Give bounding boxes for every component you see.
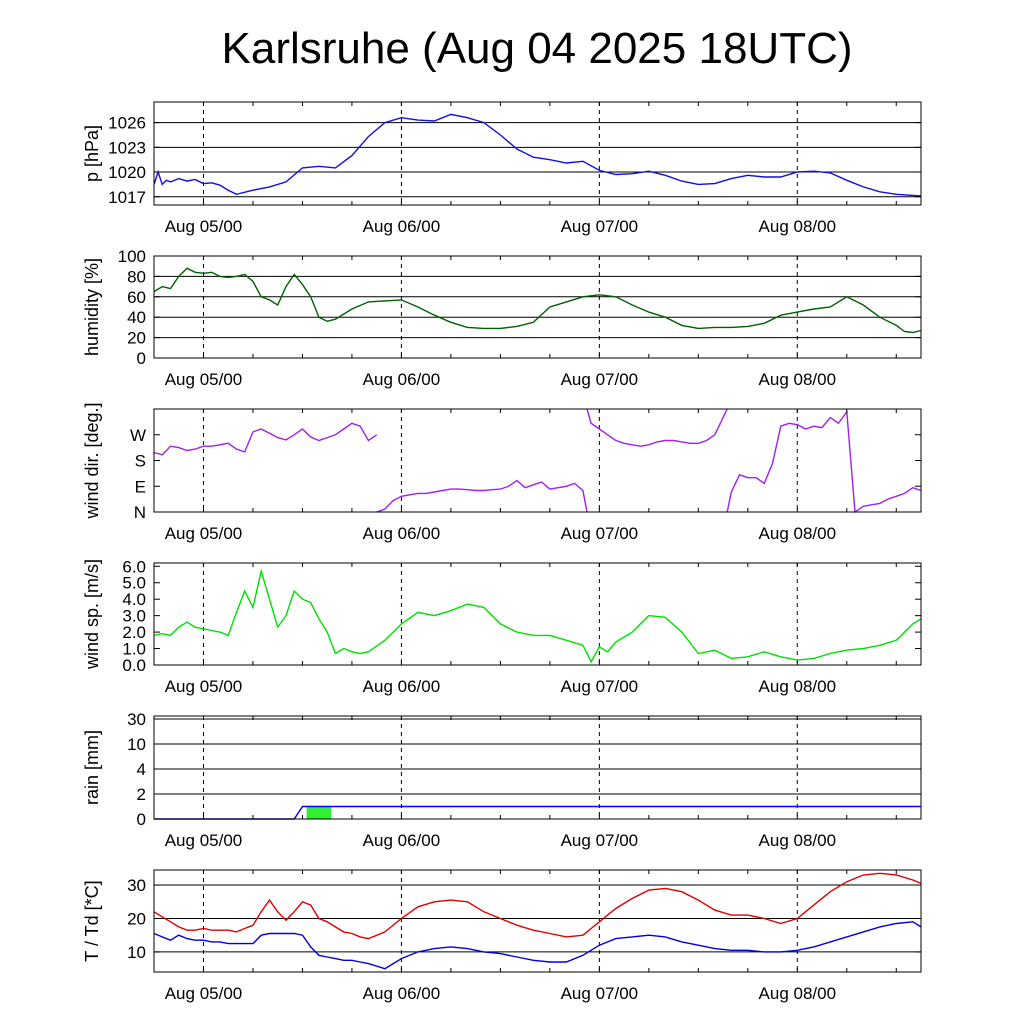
x-tick-label: Aug 05/00 (165, 217, 243, 236)
x-tick-label: Aug 07/00 (561, 984, 639, 1003)
temperature-line (153, 872, 922, 940)
panel-frame (153, 562, 922, 666)
x-tick-label: Aug 08/00 (759, 677, 837, 696)
y-tick-label: 20 (127, 329, 146, 348)
x-tick-label: Aug 08/00 (759, 984, 837, 1003)
panel-5: 0 2 4 10 30 rain [mm] Aug 05/00 Aug 06/00 Aug 07… (82, 710, 922, 850)
rain-bar (306, 806, 332, 819)
wind-direction-line (376, 479, 588, 513)
y-tick-label: 4.0 (122, 590, 146, 609)
y-axis-label: p [hPa] (82, 125, 102, 182)
chart-title: Karlsruhe (Aug 04 2025 18UTC) (221, 24, 853, 73)
panel-6: 10 20 30 T / Td [*C] Aug 05/00 Aug 06/00 Aug 0… (82, 869, 922, 1003)
panel-4: 0.01.02.03.04.05.06.0 wind sp. [m/s] Aug 0… (82, 557, 922, 696)
y-tick-label: 1017 (108, 188, 146, 207)
x-tick-label: Aug 07/00 (561, 831, 639, 850)
panel-frame (153, 715, 922, 820)
y-tick-label: 100 (118, 247, 146, 266)
y-tick-label: 5.0 (122, 574, 146, 593)
y-tick-label: 20 (127, 909, 146, 928)
y-tick-label: 1020 (108, 163, 146, 182)
x-tick-label: Aug 08/00 (759, 217, 837, 236)
y-axis-label: wind sp. [m/s] (82, 559, 102, 670)
y-axis-label: T / Td [*C] (82, 880, 102, 961)
y-tick-label: 0.0 (122, 656, 146, 675)
panel-frame (153, 869, 922, 973)
y-tick-label: S (135, 452, 146, 471)
x-tick-label: Aug 05/00 (165, 984, 243, 1003)
x-tick-label: Aug 05/00 (165, 370, 243, 389)
x-tick-label: Aug 05/00 (165, 831, 243, 850)
y-tick-label: 80 (127, 267, 146, 286)
y-tick-label: 10 (127, 943, 146, 962)
y-tick-label: 30 (127, 876, 146, 895)
x-tick-label: Aug 06/00 (363, 984, 441, 1003)
y-tick-label: 4 (137, 760, 146, 779)
y-tick-label: 1.0 (122, 640, 146, 659)
y-tick-label: 0 (137, 349, 146, 368)
y-tick-label: 1023 (108, 138, 146, 157)
y-tick-label: 0 (137, 810, 146, 829)
x-tick-label: Aug 07/00 (561, 524, 639, 543)
y-tick-label: N (134, 503, 146, 522)
y-tick-label: 60 (127, 288, 146, 307)
x-tick-label: Aug 08/00 (759, 831, 837, 850)
x-tick-label: Aug 06/00 (363, 217, 441, 236)
series-line (154, 805, 921, 820)
y-axis-label: rain [mm] (82, 730, 102, 805)
x-tick-label: Aug 07/00 (561, 217, 639, 236)
panel-frame (153, 255, 922, 359)
wind-direction-line (726, 409, 922, 514)
x-tick-label: Aug 06/00 (363, 831, 441, 850)
x-tick-label: Aug 06/00 (363, 677, 441, 696)
y-axis-label: humidity [%] (82, 258, 102, 356)
panel-frame (153, 408, 922, 513)
y-tick-label: 10 (127, 735, 146, 754)
x-tick-label: Aug 06/00 (363, 370, 441, 389)
wind-direction-line (153, 422, 378, 456)
y-tick-label: 1026 (108, 114, 146, 133)
wind-direction-line (586, 408, 728, 447)
series-line (153, 267, 922, 334)
dewpoint-line (153, 921, 922, 970)
y-tick-label: 30 (127, 710, 146, 729)
x-tick-label: Aug 05/00 (165, 524, 243, 543)
x-tick-label: Aug 05/00 (165, 677, 243, 696)
x-tick-label: Aug 08/00 (759, 524, 837, 543)
panel-frame (153, 101, 922, 206)
y-tick-label: 3.0 (122, 607, 146, 626)
x-tick-label: Aug 07/00 (561, 370, 639, 389)
y-tick-label: 2 (137, 785, 146, 804)
y-tick-label: 40 (127, 308, 146, 327)
series-line (153, 113, 922, 197)
y-tick-label: 6.0 (122, 557, 146, 576)
y-tick-label: E (135, 477, 146, 496)
x-tick-label: Aug 07/00 (561, 677, 639, 696)
series-line (153, 568, 922, 664)
x-tick-label: Aug 08/00 (759, 370, 837, 389)
y-axis-label: wind dir. [deg.] (82, 402, 102, 519)
x-tick-label: Aug 06/00 (363, 524, 441, 543)
y-tick-label: 2.0 (122, 623, 146, 642)
y-tick-label: W (130, 426, 146, 445)
panel-1: 1017 1020 1023 1026 p [hPa] Aug 05/00 Aug 06/0… (82, 101, 922, 236)
